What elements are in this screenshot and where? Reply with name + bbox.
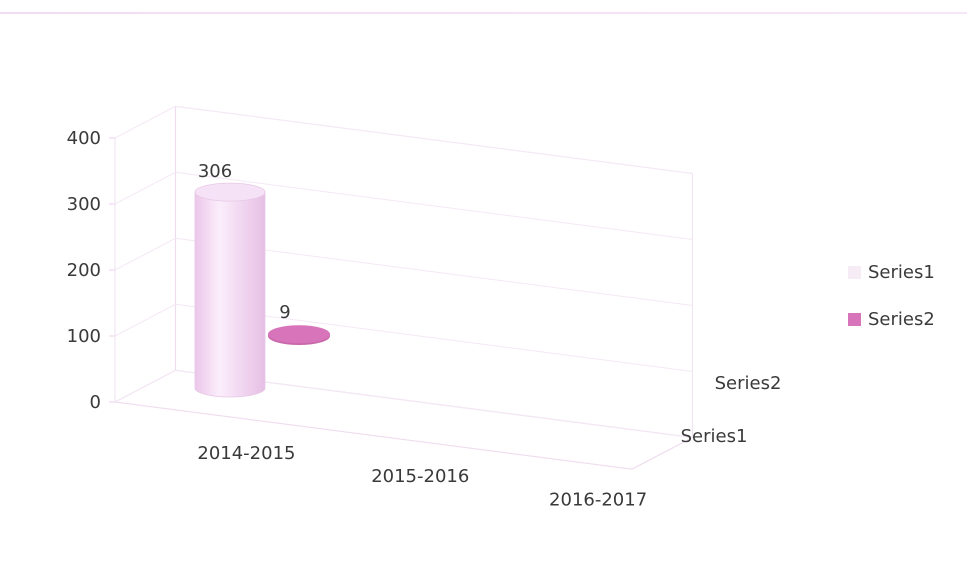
y-tick-label: 300 bbox=[67, 194, 101, 215]
x-category-label: 2015-2016 bbox=[371, 466, 469, 487]
gridline bbox=[114, 171, 693, 240]
x-axis-categories: 2014-2015 2015-2016 2016-2017 bbox=[197, 443, 647, 511]
y-tick-label: 400 bbox=[67, 128, 101, 149]
depth-axis-label: Series2 bbox=[715, 373, 782, 394]
bar-series1-top-cap bbox=[194, 182, 266, 202]
bars bbox=[194, 182, 330, 398]
data-label-series2-2014-2015: 9 bbox=[279, 302, 290, 323]
bar-series1-2014-2015 bbox=[194, 191, 266, 398]
gridline bbox=[114, 237, 693, 306]
depth-axis-label: Series1 bbox=[681, 426, 748, 447]
gridline bbox=[114, 105, 693, 174]
legend-label-series2: Series2 bbox=[868, 309, 935, 330]
legend-label-series1: Series1 bbox=[868, 262, 935, 283]
data-label-series1-2014-2015: 306 bbox=[198, 161, 232, 182]
legend-swatch-series1 bbox=[848, 266, 861, 279]
legend: Series1 Series2 bbox=[848, 262, 935, 330]
x-category-label: 2014-2015 bbox=[197, 443, 295, 464]
data-labels: 306 9 bbox=[198, 161, 291, 323]
top-rule bbox=[0, 12, 967, 14]
depth-axis-labels: Series2 Series1 bbox=[681, 373, 782, 447]
y-tick-label: 0 bbox=[90, 392, 101, 413]
gridline bbox=[114, 303, 693, 372]
y-axis-ticks: 0 100 200 300 400 bbox=[67, 128, 101, 413]
x-category-label: 2016-2017 bbox=[549, 489, 647, 510]
gridline bbox=[114, 369, 693, 438]
legend-swatch-series2 bbox=[848, 313, 861, 326]
y-tick-label: 200 bbox=[67, 260, 101, 281]
bar-series2-top-cap bbox=[268, 325, 330, 344]
gridlines bbox=[109, 105, 693, 438]
y-tick-label: 100 bbox=[67, 326, 101, 347]
